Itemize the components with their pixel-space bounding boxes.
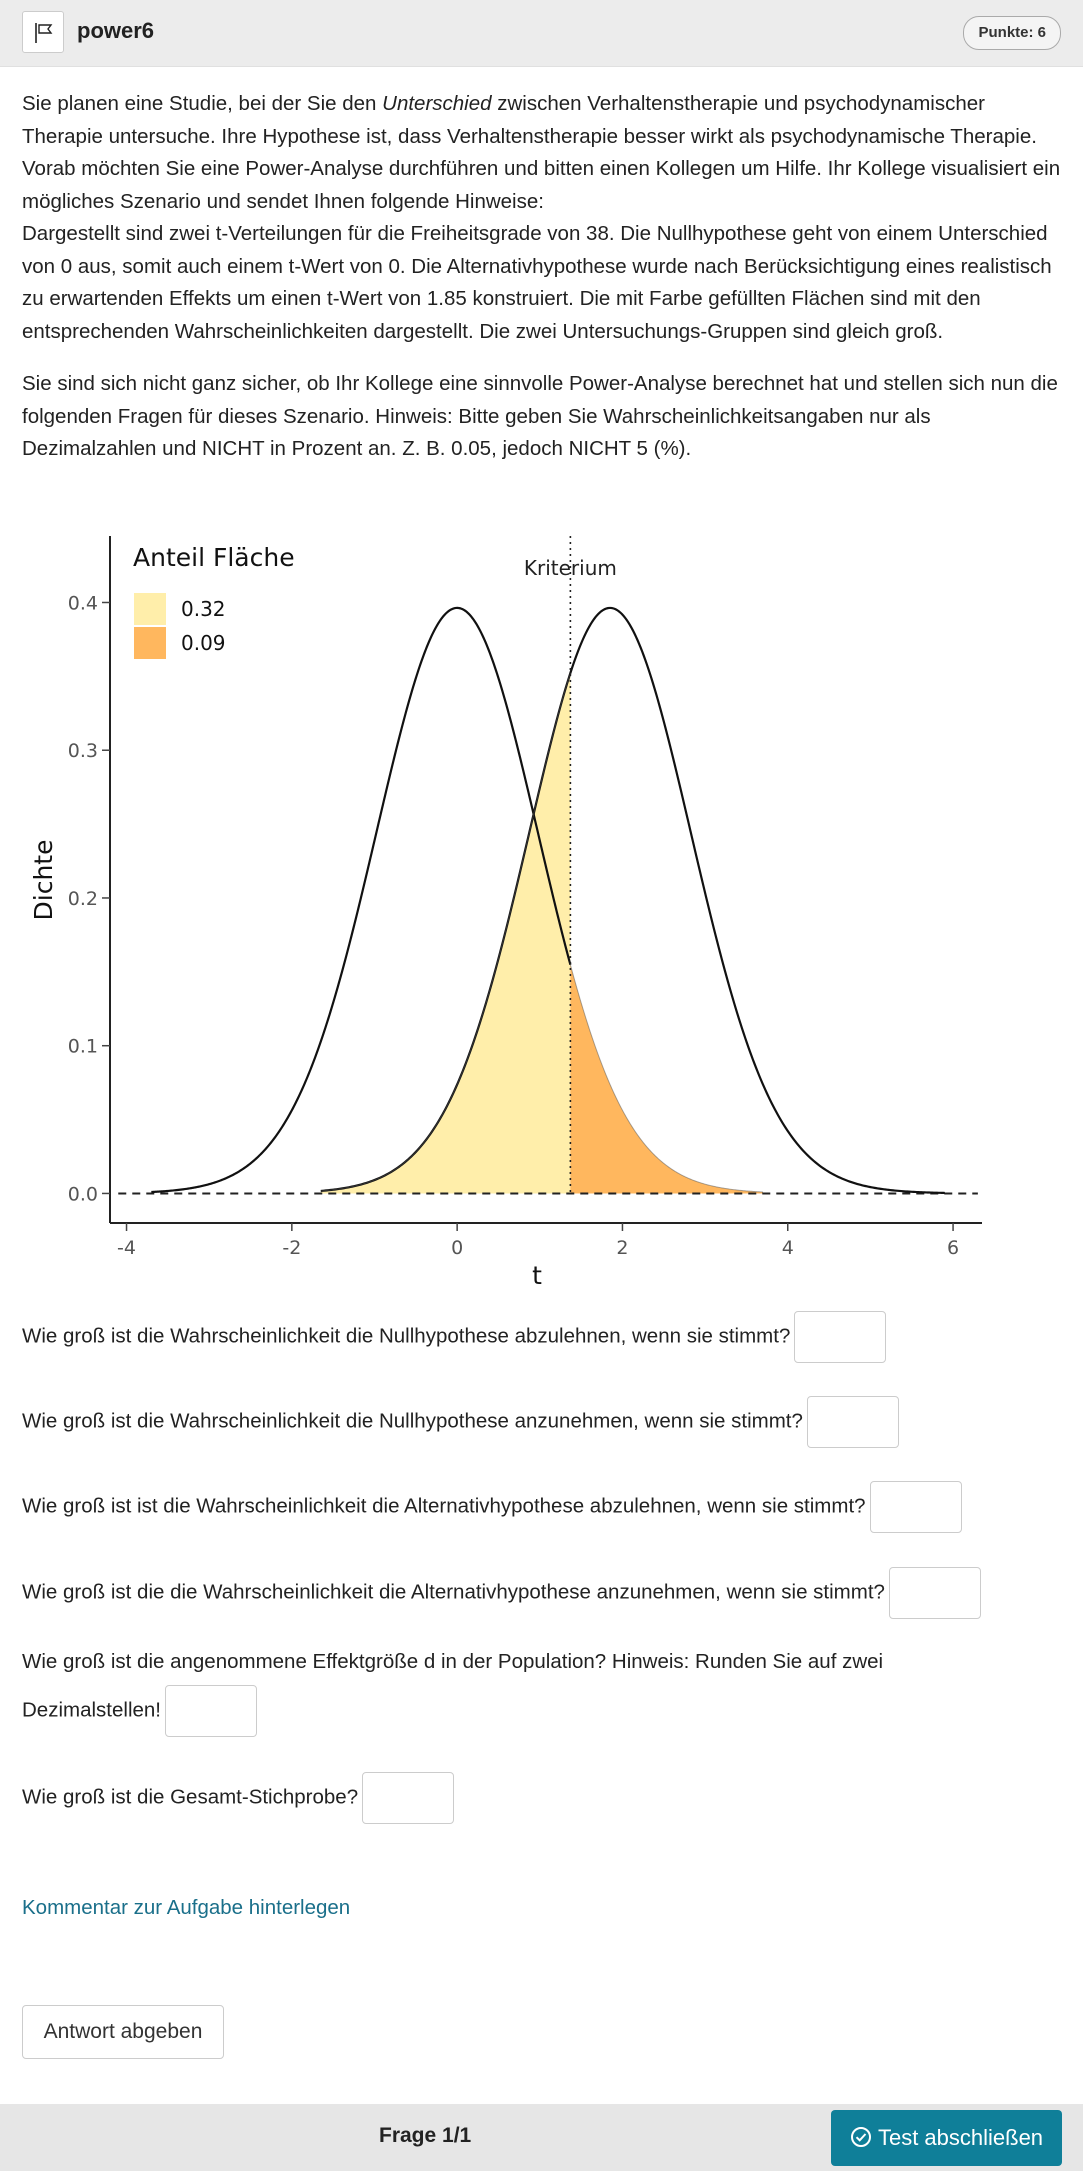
question-6: Wie groß ist die Gesamt-Stichprobe? [22,1772,455,1824]
question-1: Wie groß ist die Wahrscheinlichkeit die … [22,1311,887,1363]
page-title: power6 [77,18,155,43]
comment-link[interactable]: Kommentar zur Aufgabe hinterlegen [22,1896,351,1919]
density-curve-shaded-1 [569,964,763,1193]
density-curve-shaded-2 [320,672,571,1192]
check-circle-icon [850,2127,871,2147]
legend-label-1: 0.32 [181,597,226,621]
y-tick-label-3: 0.3 [68,740,98,762]
x-tick-label-5: 6 [947,1237,959,1259]
y-axis-label: Dichte [29,840,58,921]
answer-input-3[interactable] [869,1481,962,1533]
task-description: Sie planen eine Studie, bei der Sie den … [22,88,1062,486]
question-5-continued: Dezimalstellen! [22,1685,257,1737]
answer-input-4[interactable] [888,1567,981,1619]
points-badge: Punkte: 6 [963,16,1061,50]
footer-bar: Frage 1/1 Test abschließen [0,2104,1083,2171]
legend-label-2: 0.09 [181,631,226,655]
fill-region-1 [320,673,571,1194]
density-curve-1 [151,606,572,1194]
x-tick-label-3: 2 [616,1237,628,1259]
y-tick-label-0: 0.0 [68,1183,98,1205]
y-tick-label-1: 0.1 [68,1036,98,1058]
question-2: Wie groß ist die Wahrscheinlichkeit die … [22,1396,899,1448]
question-progress: Frage 1/1 [379,2124,472,2147]
flag-button[interactable] [22,11,64,53]
y-tick-label-4: 0.4 [68,592,98,614]
top-bar: power6 Punkte: 6 [0,0,1083,67]
finish-test-button[interactable]: Test abschließen [831,2110,1062,2166]
x-tick-label-4: 4 [782,1237,794,1259]
power-analysis-chart: Kriterium 0.0 0.1 0.2 0.3 0.4 -4 -2 0 2 4 6 t Dichte A… [29,536,982,1290]
x-tick-label-2: 0 [451,1237,463,1259]
x-tick-label-0: -4 [117,1237,136,1259]
finish-test-label: Test abschließen [877,2125,1044,2150]
question-4: Wie groß ist die die Wahrscheinlichkeit … [22,1567,981,1619]
task-paragraph-2: Sie sind sich nicht ganz sicher, ob Ihr … [22,372,1058,460]
answer-input-6[interactable] [362,1772,455,1824]
density-curve-2 [320,606,945,1195]
x-tick-label-1: -2 [282,1237,301,1259]
question-3: Wie groß ist ist die Wahrscheinlichkeit … [22,1481,962,1533]
question-5: Wie groß ist die angenommene Effektgröße… [22,1650,884,1673]
legend-swatch-2 [134,627,166,659]
y-tick-label-2: 0.2 [68,888,98,910]
x-axis-label: t [532,1261,542,1290]
criterion-label: Kriterium [524,556,617,580]
answer-input-2[interactable] [806,1396,899,1448]
answer-input-5[interactable] [165,1685,257,1737]
legend-title: Anteil Fläche [133,543,295,572]
fill-region-2 [570,964,763,1194]
answer-input-1[interactable] [794,1311,887,1363]
flag-icon [35,23,53,43]
legend-swatch-1 [134,593,166,625]
task-paragraph-1: Sie planen eine Studie, bei der Sie den … [22,92,1061,343]
submit-answer-button[interactable]: Antwort abgeben [22,2005,224,2059]
